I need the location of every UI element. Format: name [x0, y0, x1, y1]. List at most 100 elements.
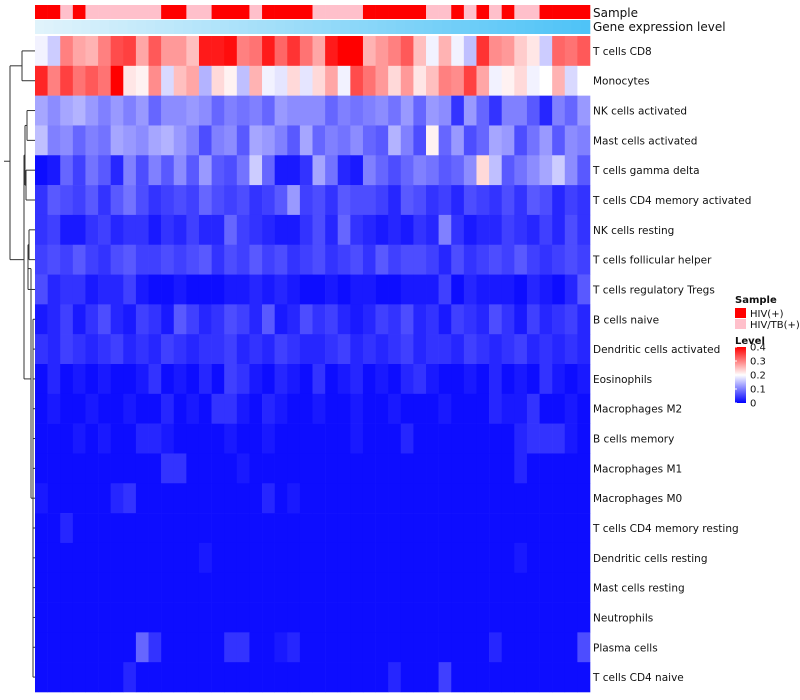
heatmap-cell: [60, 453, 74, 484]
heatmap-cell: [236, 125, 250, 156]
heatmap-cell: [85, 364, 99, 395]
sample-annotation-cell: [236, 5, 250, 19]
legend-level-tick-label: 0.4: [750, 343, 766, 354]
row-label: NK cells resting: [593, 225, 674, 237]
heatmap-cell: [577, 214, 591, 246]
heatmap-cell: [514, 662, 528, 693]
heatmap-cell: [350, 483, 364, 514]
gene-expression-annotation-cell: [562, 20, 572, 34]
heatmap-cell: [72, 602, 86, 633]
legend-level-ticks: 0.4 0.3 0.2 0.1 0: [735, 343, 766, 410]
sample-annotation-cell: [514, 5, 528, 19]
heatmap-cell: [564, 513, 578, 544]
heatmap-cell: [60, 572, 74, 603]
heatmap-cell: [72, 632, 86, 663]
heatmap-cell: [173, 125, 187, 156]
heatmap-cell: [123, 244, 137, 275]
heatmap-cell: [287, 602, 301, 633]
heatmap-cell: [463, 155, 477, 186]
heatmap-cell: [501, 542, 515, 574]
heatmap-cell: [262, 364, 275, 395]
heatmap-cell: [476, 185, 490, 216]
row-label: Mast cells activated: [593, 135, 697, 147]
heatmap-cell: [350, 274, 364, 305]
heatmap-cell: [60, 632, 74, 663]
heatmap-cell: [135, 393, 149, 424]
heatmap-cell: [299, 572, 313, 603]
heatmap-cell: [375, 185, 389, 216]
heatmap-cell: [375, 513, 389, 544]
heatmap-cell: [325, 632, 339, 663]
heatmap-cell: [337, 304, 351, 335]
sample-annotation-cell: [85, 5, 99, 19]
heatmap-cell: [489, 483, 503, 514]
heatmap-cell: [388, 244, 402, 275]
heatmap-cell: [236, 423, 250, 454]
heatmap-cell: [350, 423, 364, 454]
heatmap-cell: [60, 364, 74, 395]
heatmap-cell: [388, 214, 402, 246]
heatmap-cell: [173, 572, 187, 603]
heatmap-cell: [451, 304, 465, 335]
heatmap-cell: [287, 393, 301, 424]
heatmap-cell: [262, 214, 275, 246]
heatmap-cell: [514, 274, 528, 305]
heatmap-cell: [262, 602, 275, 633]
sample-annotation-cell: [224, 5, 238, 19]
heatmap-cell: [135, 125, 149, 156]
heatmap-cell: [236, 602, 250, 633]
heatmap-cell: [236, 214, 250, 246]
heatmap-cell: [350, 513, 364, 544]
heatmap-cell: [274, 36, 288, 67]
heatmap-cell: [287, 214, 301, 246]
heatmap-cell: [198, 65, 212, 96]
sample-annotation-cell: [35, 5, 48, 19]
heatmap-cell: [463, 423, 477, 454]
gene-expression-annotation-cell: [146, 20, 156, 34]
sample-annotation-cell: [375, 5, 389, 19]
heatmap-cell: [337, 632, 351, 663]
heatmap-cell: [47, 393, 61, 424]
heatmap-cell: [426, 602, 439, 633]
row-label: Eosinophils: [593, 374, 652, 386]
heatmap-cell: [274, 572, 288, 603]
heatmap-cell: [337, 36, 351, 67]
heatmap-cell: [362, 65, 376, 96]
heatmap-cell: [287, 662, 301, 693]
heatmap-cell: [501, 513, 515, 544]
heatmap-cell: [161, 244, 175, 275]
heatmap-cell: [413, 214, 427, 246]
heatmap-cell: [539, 125, 553, 156]
heatmap-cell: [501, 423, 515, 454]
heatmap-cell: [400, 334, 414, 365]
heatmap-cell: [539, 602, 553, 633]
heatmap-cell: [98, 513, 111, 544]
heatmap-cell: [413, 393, 427, 424]
heatmap-cell: [552, 572, 566, 603]
heatmap-cell: [123, 513, 137, 544]
heatmap-cell: [400, 572, 414, 603]
heatmap-cell: [186, 155, 200, 186]
sample-annotation-cell: [262, 5, 275, 19]
heatmap-cell: [47, 572, 61, 603]
heatmap-cell: [388, 185, 402, 216]
heatmap-cell: [224, 364, 238, 395]
heatmap-cell: [400, 393, 414, 424]
heatmap-cell: [72, 95, 86, 126]
heatmap-cell: [173, 244, 187, 275]
heatmap-cell: [98, 662, 111, 693]
heatmap-cell: [186, 304, 200, 335]
heatmap-cell: [85, 453, 99, 484]
heatmap-cell: [476, 95, 490, 126]
heatmap-cell: [198, 453, 212, 484]
heatmap-cell: [375, 632, 389, 663]
sample-annotation-cell: [72, 5, 86, 19]
heatmap-cell: [350, 155, 364, 186]
heatmap-cell: [438, 185, 452, 216]
heatmap-cell: [539, 662, 553, 693]
heatmap-cell: [438, 453, 452, 484]
heatmap-cell: [350, 65, 364, 96]
heatmap-cell: [299, 632, 313, 663]
heatmap-cell: [211, 393, 225, 424]
sample-annotation-cell: [388, 5, 402, 19]
